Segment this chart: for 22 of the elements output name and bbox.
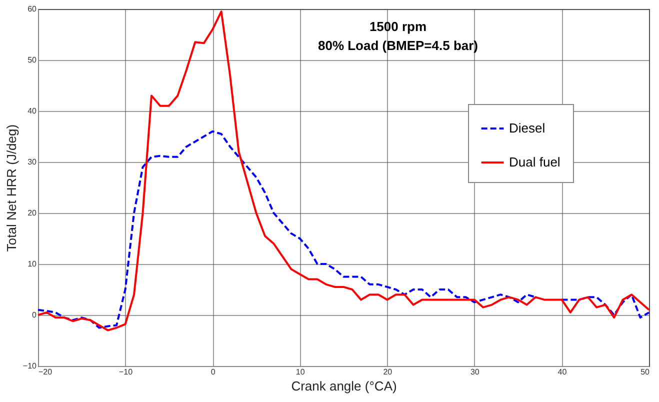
y-tick-label: 40 [28, 106, 38, 116]
x-tick-label: 20 [383, 368, 393, 376]
annotation: 1500 rpm [369, 19, 427, 34]
legend-label: Diesel [509, 120, 546, 136]
y-tick-label: 60 [28, 4, 38, 14]
x-tick-label: 50 [640, 368, 650, 376]
x-axis-title: Crank angle (°CA) [291, 378, 397, 394]
x-tick-label: 0 [210, 368, 216, 376]
y-tick-label: 20 [28, 208, 38, 218]
y-axis-title: Total Net HRR (J/deg) [4, 124, 19, 252]
y-tick-label: 30 [28, 158, 38, 166]
x-tick-label: −10 [118, 368, 134, 376]
legend-label: Dual fuel [509, 154, 560, 170]
annotation: 80% Load (BMEP=4.5 bar) [318, 38, 478, 53]
y-tick-label: −10 [22, 362, 38, 370]
y-tick-label: 50 [28, 56, 38, 64]
x-tick-label: 10 [296, 368, 306, 376]
x-tick-label: 40 [558, 368, 568, 376]
x-tick-label: 30 [470, 368, 480, 376]
y-tick-label: 0 [32, 310, 38, 320]
y-tick-label: 10 [28, 260, 38, 268]
x-tick-label: −20 [38, 368, 53, 376]
